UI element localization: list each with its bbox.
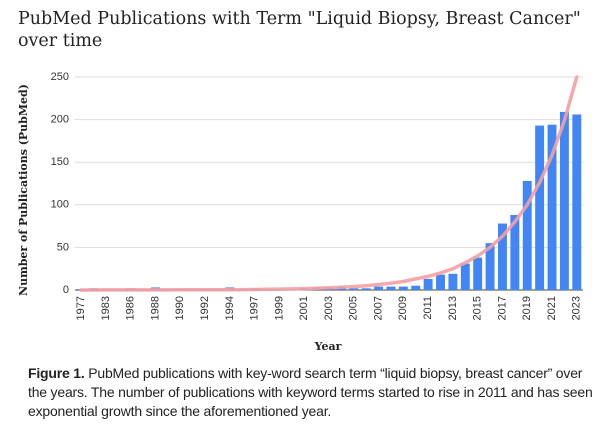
- bar: [510, 215, 520, 290]
- caption-text: PubMed publications with key-word search…: [28, 365, 593, 419]
- bar: [386, 286, 396, 290]
- x-tick-label: 1997: [249, 296, 261, 320]
- y-tick-label: 250: [51, 71, 69, 83]
- y-tick-label: 100: [51, 199, 69, 211]
- x-tick-label: 2005: [348, 296, 360, 320]
- y-tick-label: 200: [51, 114, 69, 126]
- x-tick-label: 1994: [224, 296, 236, 320]
- x-tick-label: 2003: [323, 296, 335, 320]
- bar: [361, 288, 371, 290]
- bar: [498, 223, 507, 290]
- bar: [398, 286, 408, 290]
- bar: [448, 273, 458, 290]
- x-tick-label: 1988: [149, 296, 161, 320]
- x-tick-label: 1992: [199, 296, 211, 320]
- x-tick-label: 2013: [447, 296, 459, 320]
- x-tick-label: 2019: [521, 296, 533, 320]
- bar: [535, 125, 545, 291]
- x-tick-label: 1990: [174, 296, 186, 320]
- bar: [559, 111, 569, 290]
- caption: Figure 1. PubMed publications with key-w…: [28, 364, 594, 421]
- x-tick-label: 1977: [75, 296, 87, 320]
- trendline: [79, 75, 579, 292]
- bar: [349, 288, 359, 290]
- chart-title: PubMed Publications with Term "Liquid Bi…: [18, 9, 581, 51]
- bar: [436, 274, 445, 290]
- bar: [522, 180, 532, 290]
- x-tick-label: 2021: [546, 296, 558, 320]
- y-tick-label: 50: [57, 241, 69, 253]
- x-tick-label: 2017: [496, 296, 508, 320]
- x-axis-title: Year: [314, 340, 342, 353]
- x-tick-label: 2023: [571, 296, 583, 320]
- y-tick-label: 150: [51, 156, 69, 168]
- bar: [473, 257, 483, 290]
- bar: [411, 285, 421, 290]
- y-axis-title: Number of Publications (PubMed): [17, 84, 30, 296]
- x-tick-label: 2001: [298, 296, 310, 320]
- y-tick-label: 0: [63, 284, 69, 296]
- x-tick-label: 2011: [422, 296, 434, 320]
- bar: [572, 114, 582, 290]
- bar: [485, 243, 495, 290]
- x-tick-label: 1999: [273, 296, 285, 320]
- bar: [423, 278, 433, 290]
- chart: Year Number of Publications (PubMed) 0 50…: [17, 71, 583, 353]
- bar: [460, 263, 470, 290]
- x-tick-label: 1986: [125, 296, 137, 320]
- x-tick-label: 2015: [472, 296, 484, 320]
- x-tick-label: 2009: [397, 296, 409, 320]
- caption-label: Figure 1.: [28, 365, 85, 381]
- bar: [547, 124, 557, 290]
- bar: [374, 286, 384, 290]
- x-tick-label: 1983: [100, 296, 112, 320]
- x-tick-label: 2007: [372, 296, 384, 320]
